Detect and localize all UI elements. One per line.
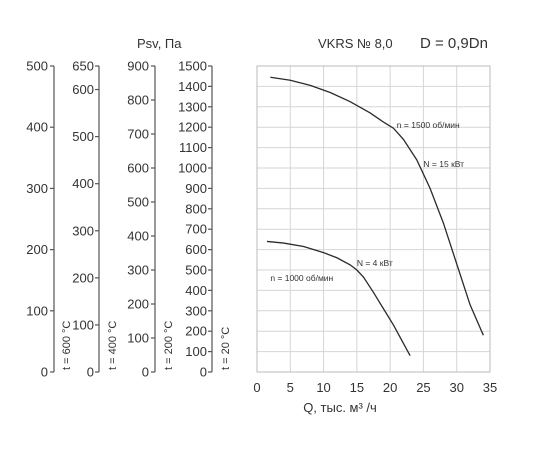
x-tick-label: 10: [316, 380, 330, 395]
pressure-tick-label: 300: [72, 223, 94, 238]
pressure-tick-label: 200: [72, 270, 94, 285]
x-tick-label: 35: [483, 380, 497, 395]
pressure-tick-label: 600: [185, 242, 207, 257]
pressure-tick-label: 700: [185, 222, 207, 237]
pressure-tick-label: 500: [26, 59, 48, 74]
curve-annotation: N = 15 кВт: [423, 159, 464, 169]
temperature-label: t = 20 °C: [220, 327, 232, 370]
x-tick-label: 0: [253, 380, 260, 395]
pressure-tick-label: 800: [127, 93, 149, 108]
pressure-tick-label: 800: [185, 201, 207, 216]
x-tick-label: 20: [383, 380, 397, 395]
pressure-tick-label: 1000: [178, 161, 207, 176]
series-curve: [270, 76, 484, 336]
x-tick-label: 25: [416, 380, 430, 395]
x-tick-label: 15: [350, 380, 364, 395]
pressure-tick-label: 300: [26, 181, 48, 196]
x-tick-label: 5: [287, 380, 294, 395]
pressure-tick-label: 400: [185, 283, 207, 298]
annotations: n = 1500 об/мин N = 15 кВт N = 4 кВт n = 10…: [270, 120, 464, 283]
psv-label: Psv, Па: [137, 36, 182, 51]
pressure-tick-label: 200: [127, 297, 149, 312]
pressure-tick-label: 1500: [178, 59, 207, 74]
pressure-tick-label: 600: [72, 82, 94, 97]
pressure-tick-label: 0: [87, 365, 94, 380]
pressure-tick-label: 900: [185, 181, 207, 196]
pressure-tick-label: 200: [185, 324, 207, 339]
pressure-tick-label: 0: [142, 365, 149, 380]
pressure-tick-label: 0: [200, 365, 207, 380]
curve-annotation: n = 1500 об/мин: [397, 120, 460, 130]
diameter-title: D = 0,9Dn: [420, 35, 488, 52]
pressure-tick-label: 1400: [178, 79, 207, 94]
pressure-tick-label: 100: [127, 331, 149, 346]
pressure-tick-label: 400: [26, 120, 48, 135]
pressure-tick-label: 600: [127, 161, 149, 176]
axes: 0 5 10 15 20 25 30 35 0 100 200 300 400 500 600 700 800 9…: [26, 59, 497, 396]
temperature-label: t = 200 °C: [163, 321, 175, 370]
pressure-tick-label: 400: [72, 176, 94, 191]
pressure-tick-label: 300: [185, 303, 207, 318]
pressure-tick-label: 400: [127, 229, 149, 244]
pressure-tick-label: 100: [72, 317, 94, 332]
pressure-tick-label: 500: [185, 263, 207, 278]
plot-frame: [256, 65, 491, 373]
x-axis-label: Q, тыс. м³ /ч: [303, 400, 377, 415]
curve-annotation: N = 4 кВт: [357, 258, 393, 268]
pressure-tick-label: 1100: [179, 140, 207, 155]
grid: [256, 65, 491, 373]
pressure-tick-label: 0: [41, 365, 48, 380]
pressure-tick-label: 1200: [178, 120, 207, 135]
pressure-tick-label: 200: [26, 242, 48, 257]
x-tick-label: 30: [449, 380, 463, 395]
model-title: VKRS № 8,0: [318, 36, 393, 51]
curve-annotation: n = 1000 об/мин: [270, 273, 333, 283]
temperature-label: t = 400 °C: [107, 321, 119, 370]
pressure-tick-label: 900: [127, 59, 149, 74]
curves: [266, 76, 484, 356]
pressure-tick-label: 500: [127, 195, 149, 210]
pressure-tick-label: 1300: [178, 99, 207, 114]
pressure-tick-label: 650: [72, 59, 94, 74]
series-curve: [266, 240, 411, 356]
pressure-tick-label: 100: [26, 303, 48, 318]
pressure-tick-label: 500: [72, 129, 94, 144]
pressure-tick-label: 700: [127, 127, 149, 142]
pressure-tick-label: 300: [127, 263, 149, 278]
pressure-tick-label: 100: [185, 344, 207, 359]
temperature-label: t = 600 °C: [61, 321, 73, 370]
